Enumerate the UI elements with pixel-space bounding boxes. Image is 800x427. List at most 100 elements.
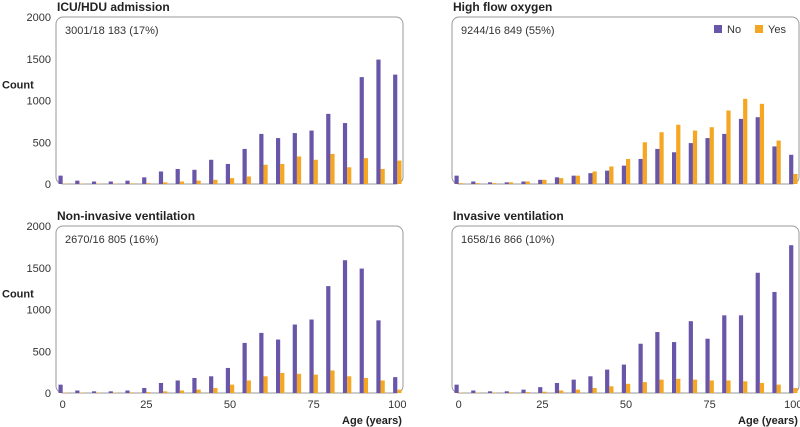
y-tick-label: 1500 (27, 54, 51, 66)
bar-no (504, 391, 509, 393)
legend-label-yes: Yes (768, 24, 786, 36)
bar-yes (692, 379, 698, 393)
bar-yes (263, 164, 268, 184)
count-annotation: 1658/16 866 (10%) (461, 234, 555, 246)
bar-yes (676, 378, 681, 393)
y-tick-label: 500 (33, 346, 51, 358)
bar-yes (179, 390, 185, 393)
bar-yes (330, 153, 335, 184)
chart-panel: ICU/HDU admission 3001/18 183 (17%) 0 500 10… (2, 0, 404, 191)
bar-yes (475, 183, 480, 184)
bar-yes (280, 163, 285, 184)
bar-no (158, 171, 164, 184)
plot-frame (55, 16, 404, 185)
bar-yes (542, 391, 547, 393)
bar-yes (609, 386, 614, 393)
bar-no (588, 376, 593, 393)
bar-no (393, 74, 398, 184)
bar-no (705, 338, 710, 393)
count-annotation: 3001/18 183 (17%) (65, 25, 159, 37)
bar-yes (793, 173, 798, 184)
bar-yes (508, 392, 514, 393)
bar-yes (626, 158, 631, 184)
bar-no (326, 113, 331, 184)
bar-no (688, 143, 693, 184)
bar-no (292, 133, 297, 184)
bar-no (671, 342, 677, 393)
x-tick-label: 100 (784, 399, 800, 411)
bar-yes (313, 374, 318, 393)
y-tick-label: 1000 (27, 96, 51, 108)
bar-no (259, 133, 264, 184)
bar-no (772, 146, 777, 184)
bar-yes (709, 380, 714, 393)
x-tick-label: 75 (308, 399, 320, 411)
count-annotation: 9244/16 849 (55%) (461, 25, 555, 37)
bar-yes (743, 98, 748, 184)
bar-yes (458, 183, 463, 184)
bar-yes (609, 166, 614, 184)
bar-no (571, 175, 576, 184)
bar-yes (196, 389, 201, 393)
bar-yes (592, 387, 597, 393)
bar-no (738, 118, 744, 184)
y-tick-label: 0 (45, 388, 51, 400)
bar-no (125, 180, 130, 184)
bar-no (108, 391, 113, 393)
bar-no (108, 181, 113, 184)
bar-yes (263, 376, 268, 393)
bar-yes (246, 176, 251, 184)
bar-yes (146, 392, 151, 393)
bar-yes (397, 389, 402, 393)
bar-no (605, 369, 610, 393)
bar-yes (626, 383, 631, 393)
x-tick-label: 25 (140, 399, 152, 411)
bar-no (487, 391, 493, 393)
bar-yes (347, 376, 352, 393)
bar-no (75, 180, 80, 184)
bar-no (789, 245, 794, 393)
bar-no (91, 181, 97, 184)
bar-no (789, 154, 794, 184)
chart-title: Invasive ventilation (453, 209, 564, 223)
bar-no (58, 384, 63, 393)
bar-no (738, 315, 744, 393)
bar-yes (397, 160, 402, 184)
bar-no (275, 339, 281, 393)
y-axis-label: Count (2, 289, 34, 301)
bar-yes (230, 178, 235, 184)
bar-no (242, 148, 247, 184)
y-tick-label: 0 (45, 179, 51, 191)
bar-no (192, 377, 197, 393)
bar-yes (575, 175, 581, 184)
bar-no (393, 377, 398, 393)
legend-swatch-yes (755, 25, 763, 33)
bar-no (309, 319, 314, 393)
bar-yes (146, 183, 151, 184)
bar-yes (330, 370, 335, 393)
bar-no (772, 291, 777, 393)
bar-no (521, 181, 526, 184)
bar-no (755, 117, 760, 184)
bar-no (91, 391, 97, 393)
bar-no (225, 163, 230, 184)
bar-yes (776, 384, 781, 393)
bar-yes (280, 372, 285, 393)
x-axis-label: Age (years) (342, 415, 402, 427)
bar-no (671, 152, 677, 184)
chart-title: ICU/HDU admission (57, 0, 170, 14)
bar-yes (508, 182, 514, 184)
bar-no (158, 382, 164, 393)
bar-no (621, 364, 626, 393)
count-annotation: 2670/16 805 (16%) (65, 234, 159, 246)
bar-yes (129, 392, 134, 393)
bar-yes (793, 387, 798, 393)
bar-yes (542, 179, 547, 184)
bar-no (309, 130, 314, 184)
y-tick-label: 1000 (27, 305, 51, 317)
bar-yes (575, 389, 581, 393)
bar-no (192, 169, 197, 184)
bar-no (755, 272, 760, 393)
bar-yes (776, 140, 781, 184)
